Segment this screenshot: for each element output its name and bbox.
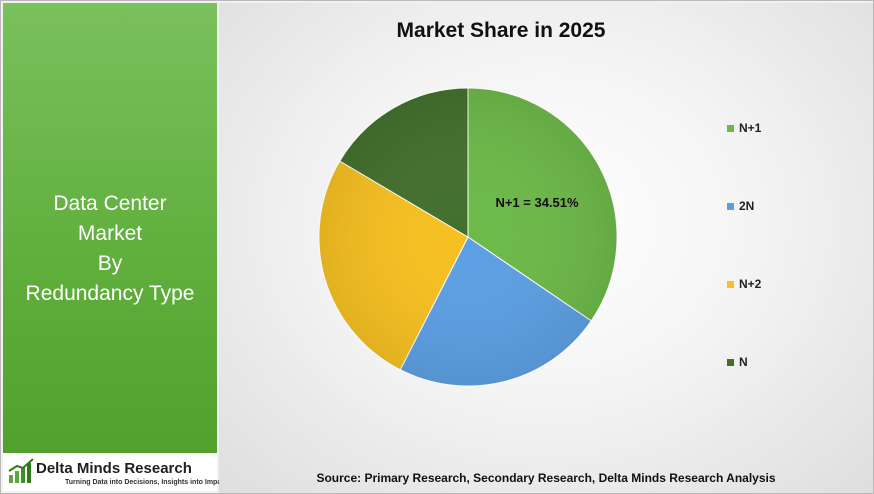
side-panel-title: Data Center Market By Redundancy Type <box>3 189 217 309</box>
legend-swatch <box>727 124 734 132</box>
legend-swatch <box>727 202 734 210</box>
side-title-line: Redundancy Type <box>25 282 195 305</box>
legend-label: N+2 <box>739 277 762 291</box>
legend-label: 2N <box>739 199 755 213</box>
legend-item: N+1 <box>727 121 761 135</box>
side-panel: Data Center Market By Redundancy Type <box>3 3 217 491</box>
chart-title: Market Share in 2025 <box>396 19 606 42</box>
legend-item: 2N <box>727 199 754 213</box>
legend-swatch <box>727 358 734 366</box>
side-title-line: By <box>97 252 123 275</box>
logo-name: Delta Minds Research <box>36 460 192 477</box>
side-title-line: Data Center <box>53 192 167 215</box>
legend-item: N <box>727 355 748 369</box>
pie-data-label: N+1 = 34.51% <box>495 195 579 210</box>
legend-label: N <box>739 355 748 369</box>
side-title-line: Market <box>77 222 143 245</box>
legend-label: N+1 <box>739 121 762 135</box>
logo-tagline: Turning Data into Decisions, Insights in… <box>65 479 228 486</box>
bar-growth-icon <box>8 458 34 483</box>
legend-item: N+2 <box>727 277 761 291</box>
chart-area: Market Share in 2025 N+1 = 34.51% N+1 2N N… <box>219 3 873 493</box>
legend-swatch <box>727 280 734 288</box>
source-note: Source: Primary Research, Secondary Rese… <box>316 471 776 485</box>
pie-chart: N+1 = 34.51% <box>318 87 618 387</box>
logo: Delta Minds Research Turning Data into D… <box>3 453 227 491</box>
